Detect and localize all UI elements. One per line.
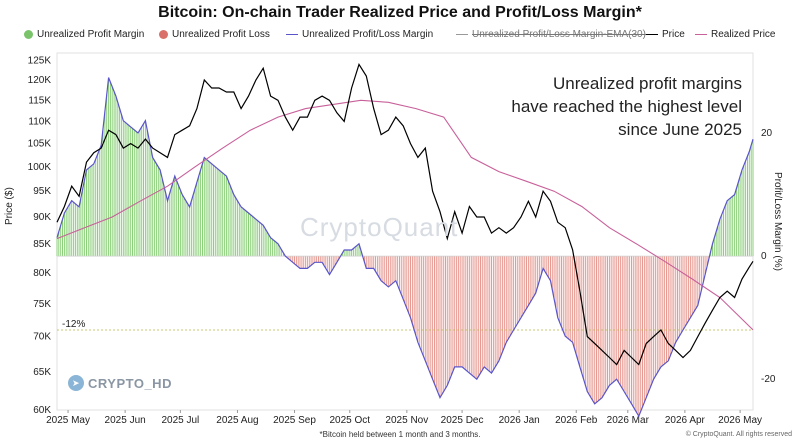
legend-swatch [286,34,298,35]
y-left-tick-label: 110K [28,116,51,127]
x-tick-label: 2026 Feb [555,415,598,426]
legend-swatch [695,34,707,35]
annotation-line-2: have reached the highest level [511,97,742,116]
legend-item-1[interactable]: Unrealized Profit Loss [159,29,270,40]
x-tick-label: 2025 Jul [161,415,199,426]
x-tick-label: 2026 Mar [607,415,650,426]
handle-text: CRYPTO_HD [88,375,172,391]
x-tick-label: 2026 May [718,415,762,426]
y-left-tick-label: 125K [28,56,52,67]
legend-label: Unrealized Profit Margin [37,29,145,40]
x-tick-label: 2025 Dec [441,415,484,426]
y-right-tick-label: 0 [761,251,767,262]
telegram-icon: ➤ [68,375,84,391]
legend-swatch [456,34,468,35]
annotation-line-1: Unrealized profit margins [553,74,742,93]
y-left-tick-label: 115K [28,95,51,106]
x-tick-label: 2026 Apr [665,415,706,426]
x-tick-label: 2025 Aug [216,415,258,426]
y-left-tick-label: 90K [33,212,51,223]
annotation-line-3: since June 2025 [618,120,742,139]
y-left-tick-label: 120K [28,75,52,86]
legend-item-2[interactable]: Unrealized Profit/Loss Margin [286,29,433,40]
legend-item-0[interactable]: Unrealized Profit Margin [24,29,144,40]
y-left-tick-label: 60K [33,405,51,416]
x-tick-label: 2025 Sep [273,415,316,426]
x-tick-label: 2025 Oct [329,415,370,426]
legend-swatch [24,30,33,39]
legend-label: Unrealized Profit/Loss Margin-EMA(30) [472,29,646,40]
y-left-tick-label: 70K [33,332,51,343]
y-right-tick-label: 20 [761,128,773,139]
legend-item-4[interactable]: Price [646,29,685,40]
legend-label: Unrealized Profit/Loss Margin [302,29,434,40]
y-left-tick-label: 65K [33,367,51,378]
legend-swatch [646,34,658,35]
chart-annotation: Unrealized profit margins have reached t… [511,72,742,141]
legend-item-5[interactable]: Realized Price [695,29,775,40]
x-tick-label: 2026 Jan [499,415,540,426]
y-left-tick-label: 105K [28,139,52,150]
y-left-tick-label: 75K [33,299,51,310]
legend-label: Realized Price [711,29,776,40]
x-tick-label: 2025 Jun [105,415,146,426]
margin-line [56,77,754,418]
legend-swatch [159,30,168,39]
realized-price-line [56,99,754,331]
chart-legend: Unrealized Profit Margin Unrealized Profi… [0,29,800,43]
legend-item-3[interactable]: Unrealized Profit/Loss Margin-EMA(30) [456,29,646,40]
price-line [56,62,754,366]
footnote: *Bitcoin held between 1 month and 3 mont… [319,430,481,439]
chart-title: Bitcoin: On-chain Trader Realized Price … [158,4,642,21]
y-left-tick-label: 100K [28,162,52,173]
watermark-text: CryptoQuant [300,212,459,242]
threshold-label: -12% [62,319,85,330]
y-left-tick-label: 85K [33,239,51,250]
y-right-tick-label: -20 [761,374,776,385]
y-left-tick-label: 95K [33,186,51,197]
y-left-tick-label: 80K [33,268,51,279]
x-tick-label: 2025 Nov [385,415,428,426]
source-handle: ➤ CRYPTO_HD [68,375,172,391]
x-tick-label: 2025 May [46,415,90,426]
legend-label: Unrealized Profit Loss [172,29,270,40]
copyright: © CryptoQuant. All rights reserved [685,431,792,438]
legend-label: Price [662,29,685,40]
margin-bars [56,77,754,417]
